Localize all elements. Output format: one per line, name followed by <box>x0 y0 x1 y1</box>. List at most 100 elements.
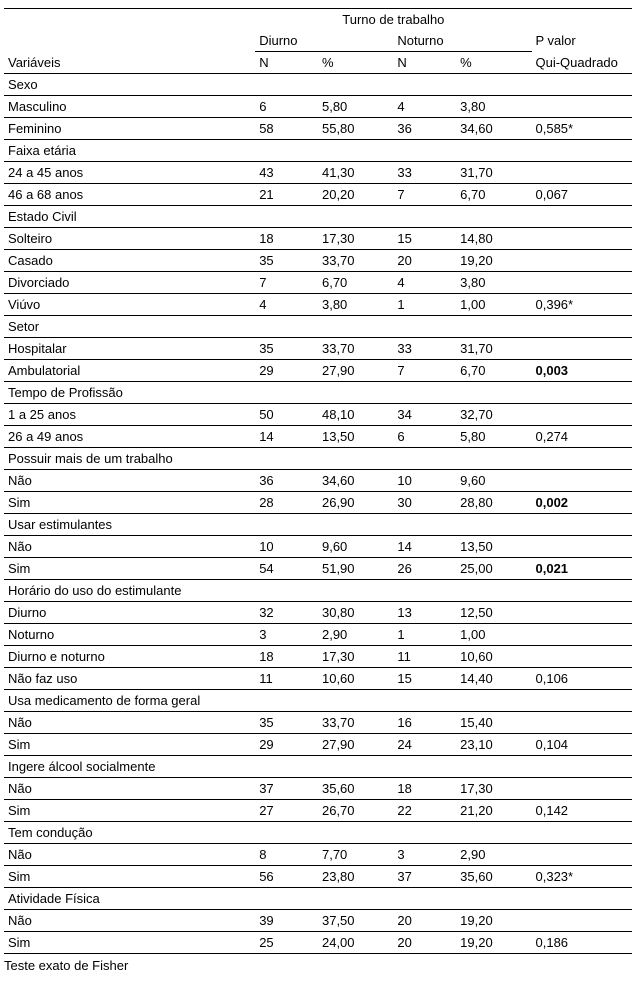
row-label: Sim <box>4 734 255 756</box>
cell-n-noturno: 4 <box>393 272 456 294</box>
row-label: Ambulatorial <box>4 360 255 382</box>
cell-pct-noturno: 31,70 <box>456 338 531 360</box>
header-row-turno: Turno de trabalho <box>4 9 632 31</box>
row-label: Feminino <box>4 118 255 140</box>
cell-pct-diurno: 34,60 <box>318 470 393 492</box>
cell-pvalue: 0,186 <box>532 932 633 954</box>
cell-pvalue <box>532 602 633 624</box>
table-row: Sim2927,902423,100,104 <box>4 734 632 756</box>
cell-n-noturno: 20 <box>393 250 456 272</box>
cell-pct-diurno: 6,70 <box>318 272 393 294</box>
cell-n-diurno: 56 <box>255 866 318 888</box>
cell-pct-diurno: 20,20 <box>318 184 393 206</box>
cell-pvalue: 0,106 <box>532 668 633 690</box>
header-pvalor-line2: Qui-Quadrado <box>532 52 633 74</box>
cell-pvalue <box>532 96 633 118</box>
cell-pvalue <box>532 404 633 426</box>
table-row: Sim2524,002019,200,186 <box>4 932 632 954</box>
cell-pvalue <box>532 646 633 668</box>
cell-pvalue <box>532 272 633 294</box>
cell-pvalue <box>532 624 633 646</box>
row-label: Masculino <box>4 96 255 118</box>
cell-n-diurno: 54 <box>255 558 318 580</box>
section-title: Setor <box>4 316 255 338</box>
table-row: Não3937,502019,20 <box>4 910 632 932</box>
cell-pct-diurno: 9,60 <box>318 536 393 558</box>
table-row: 26 a 49 anos1413,5065,800,274 <box>4 426 632 448</box>
cell-pvalue <box>532 338 633 360</box>
cell-n-diurno: 18 <box>255 228 318 250</box>
cell-n-noturno: 10 <box>393 470 456 492</box>
cell-pvalue <box>532 536 633 558</box>
cell-pct-diurno: 27,90 <box>318 360 393 382</box>
table-row: Masculino65,8043,80 <box>4 96 632 118</box>
cell-n-noturno: 33 <box>393 162 456 184</box>
cell-n-noturno: 6 <box>393 426 456 448</box>
cell-n-diurno: 35 <box>255 338 318 360</box>
cell-pct-diurno: 2,90 <box>318 624 393 646</box>
cell-pvalue: 0,067 <box>532 184 633 206</box>
cell-n-diurno: 14 <box>255 426 318 448</box>
cell-pvalue <box>532 250 633 272</box>
cell-pvalue: 0,396* <box>532 294 633 316</box>
table-row: Diurno e noturno1817,301110,60 <box>4 646 632 668</box>
cell-n-diurno: 28 <box>255 492 318 514</box>
cell-pct-noturno: 32,70 <box>456 404 531 426</box>
cell-pct-noturno: 12,50 <box>456 602 531 624</box>
row-label: Não <box>4 536 255 558</box>
cell-pvalue: 0,021 <box>532 558 633 580</box>
section-title: Atividade Física <box>4 888 255 910</box>
cell-pct-diurno: 17,30 <box>318 646 393 668</box>
row-label: Não <box>4 778 255 800</box>
table-row: Ambulatorial2927,9076,700,003 <box>4 360 632 382</box>
cell-n-noturno: 18 <box>393 778 456 800</box>
cell-n-noturno: 37 <box>393 866 456 888</box>
row-label: Sim <box>4 800 255 822</box>
section-title: Tem condução <box>4 822 255 844</box>
cell-n-diurno: 18 <box>255 646 318 668</box>
section-title-row: Sexo <box>4 74 632 96</box>
table-row: Não3634,60109,60 <box>4 470 632 492</box>
section-title: Horário do uso do estimulante <box>4 580 255 602</box>
row-label: 26 a 49 anos <box>4 426 255 448</box>
row-label: Não <box>4 910 255 932</box>
cell-n-noturno: 24 <box>393 734 456 756</box>
table-row: 46 a 68 anos2120,2076,700,067 <box>4 184 632 206</box>
row-label: Não <box>4 470 255 492</box>
table-row: Solteiro1817,301514,80 <box>4 228 632 250</box>
table-row: Sim5623,803735,600,323* <box>4 866 632 888</box>
cell-n-noturno: 20 <box>393 910 456 932</box>
cell-pvalue: 0,003 <box>532 360 633 382</box>
cell-n-diurno: 50 <box>255 404 318 426</box>
cell-pct-noturno: 21,20 <box>456 800 531 822</box>
cell-n-noturno: 7 <box>393 360 456 382</box>
header-noturno: Noturno <box>393 30 531 52</box>
cell-n-noturno: 16 <box>393 712 456 734</box>
header-n-diurno: N <box>255 52 318 74</box>
header-row-columns: Variáveis N % N % Qui-Quadrado <box>4 52 632 74</box>
table-row: Não3735,601817,30 <box>4 778 632 800</box>
section-title-row: Possuir mais de um trabalho <box>4 448 632 470</box>
cell-pct-noturno: 34,60 <box>456 118 531 140</box>
section-title-row: Usar estimulantes <box>4 514 632 536</box>
cell-n-diurno: 29 <box>255 360 318 382</box>
table-row: Casado3533,702019,20 <box>4 250 632 272</box>
row-label: Viúvo <box>4 294 255 316</box>
cell-pct-diurno: 55,80 <box>318 118 393 140</box>
row-label: 1 a 25 anos <box>4 404 255 426</box>
section-title-row: Tem condução <box>4 822 632 844</box>
cell-pct-diurno: 24,00 <box>318 932 393 954</box>
cell-n-diurno: 37 <box>255 778 318 800</box>
cell-n-diurno: 43 <box>255 162 318 184</box>
table-row: Diurno3230,801312,50 <box>4 602 632 624</box>
row-label: 24 a 45 anos <box>4 162 255 184</box>
section-title-row: Ingere álcool socialmente <box>4 756 632 778</box>
cell-pct-noturno: 35,60 <box>456 866 531 888</box>
row-label: Não <box>4 844 255 866</box>
header-pct-noturno: % <box>456 52 531 74</box>
section-title-row: Atividade Física <box>4 888 632 910</box>
section-title-row: Faixa etária <box>4 140 632 162</box>
cell-n-noturno: 36 <box>393 118 456 140</box>
cell-n-diurno: 27 <box>255 800 318 822</box>
cell-pvalue <box>532 162 633 184</box>
